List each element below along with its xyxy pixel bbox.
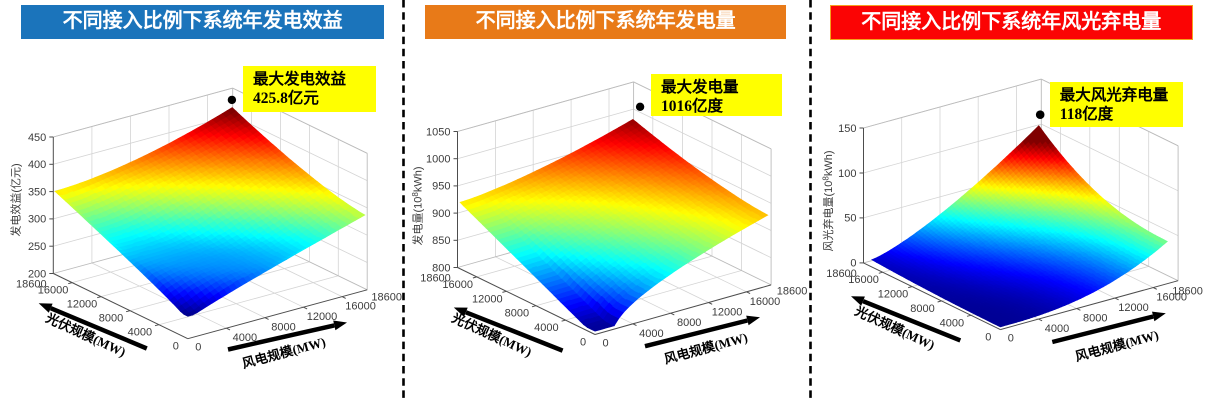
svg-text:150: 150	[838, 123, 856, 135]
svg-text:16000: 16000	[345, 301, 376, 313]
svg-text:1000: 1000	[426, 154, 450, 166]
svg-text:100: 100	[838, 168, 856, 180]
svg-text:18600: 18600	[16, 279, 47, 291]
svg-text:8000: 8000	[910, 303, 934, 315]
svg-text:风光弃电量(108kWh): 风光弃电量(108kWh)	[821, 150, 835, 251]
svg-text:450: 450	[28, 132, 46, 144]
svg-text:0: 0	[173, 341, 179, 353]
svg-text:12000: 12000	[878, 289, 909, 301]
svg-text:发电量(108kWh): 发电量(108kWh)	[411, 166, 425, 245]
svg-text:18600: 18600	[826, 268, 857, 280]
svg-text:8000: 8000	[99, 313, 123, 325]
svg-text:4000: 4000	[534, 322, 558, 334]
svg-text:50: 50	[844, 213, 856, 225]
svg-text:4000: 4000	[940, 317, 964, 329]
svg-text:12000: 12000	[472, 293, 503, 305]
svg-text:4000: 4000	[128, 327, 152, 339]
svg-text:12000: 12000	[67, 299, 98, 311]
svg-text:8000: 8000	[271, 322, 295, 334]
svg-text:8000: 8000	[677, 317, 701, 329]
svg-text:0: 0	[195, 342, 201, 354]
svg-text:0: 0	[985, 332, 991, 344]
svg-text:12000: 12000	[1118, 302, 1149, 314]
svg-text:350: 350	[28, 186, 46, 198]
svg-text:800: 800	[432, 262, 450, 274]
svg-text:8000: 8000	[505, 308, 529, 320]
svg-text:250: 250	[28, 241, 46, 253]
svg-text:8000: 8000	[1083, 313, 1107, 325]
svg-text:12000: 12000	[712, 307, 743, 319]
svg-text:18600: 18600	[1172, 286, 1203, 298]
svg-text:0: 0	[602, 338, 608, 350]
svg-text:1050: 1050	[426, 126, 450, 138]
svg-text:18600: 18600	[420, 273, 451, 285]
svg-text:4000: 4000	[1045, 323, 1069, 335]
svg-text:0: 0	[580, 337, 586, 349]
svg-text:18600: 18600	[777, 285, 808, 297]
svg-text:0: 0	[850, 258, 856, 270]
svg-text:发电效益(亿元): 发电效益(亿元)	[9, 163, 23, 236]
svg-text:16000: 16000	[1156, 292, 1187, 304]
svg-text:16000: 16000	[38, 285, 69, 297]
svg-text:300: 300	[28, 214, 46, 226]
svg-text:16000: 16000	[848, 274, 879, 286]
svg-text:950: 950	[432, 181, 450, 193]
svg-text:16000: 16000	[442, 279, 473, 291]
svg-text:200: 200	[28, 268, 46, 280]
svg-text:18600: 18600	[371, 291, 402, 303]
svg-text:4000: 4000	[233, 332, 257, 344]
svg-text:900: 900	[432, 208, 450, 220]
svg-text:4000: 4000	[639, 328, 663, 340]
svg-text:0: 0	[1008, 333, 1014, 345]
svg-text:850: 850	[432, 235, 450, 247]
svg-text:400: 400	[28, 159, 46, 171]
svg-text:12000: 12000	[307, 311, 338, 323]
svg-text:16000: 16000	[750, 296, 781, 308]
